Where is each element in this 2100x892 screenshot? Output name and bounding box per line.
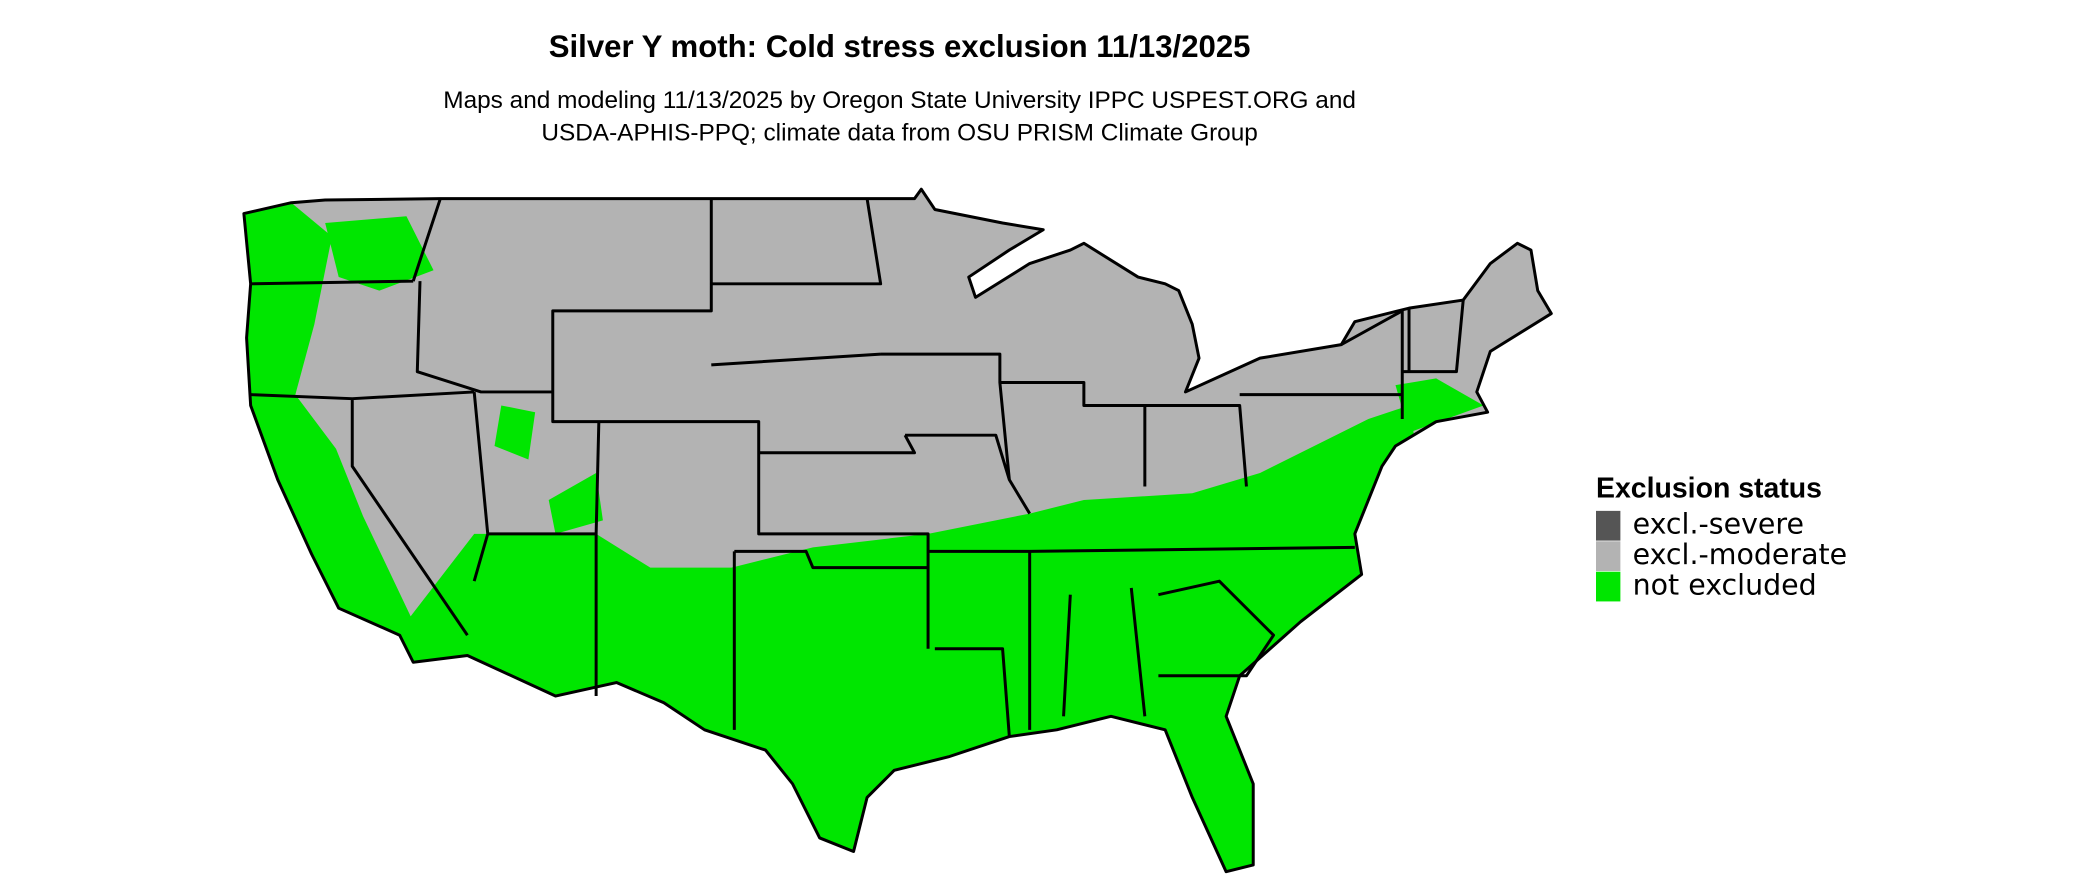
- legend-label: excl.-severe: [1633, 508, 1804, 541]
- legend-label: excl.-moderate: [1633, 538, 1848, 571]
- map-subtitle: USDA-APHIS-PPQ; climate data from OSU PR…: [541, 120, 1258, 147]
- legend-swatch: [1596, 571, 1621, 602]
- state-borders: [242, 187, 1553, 874]
- legend-label: not excluded: [1633, 569, 1817, 602]
- map-subtitle: Maps and modeling 11/13/2025 by Oregon S…: [443, 87, 1356, 114]
- legend-title: Exclusion status: [1596, 472, 1822, 504]
- map-title: Silver Y moth: Cold stress exclusion 11/…: [549, 29, 1251, 64]
- legend-swatch: [1596, 541, 1621, 572]
- legend-swatch: [1596, 510, 1621, 541]
